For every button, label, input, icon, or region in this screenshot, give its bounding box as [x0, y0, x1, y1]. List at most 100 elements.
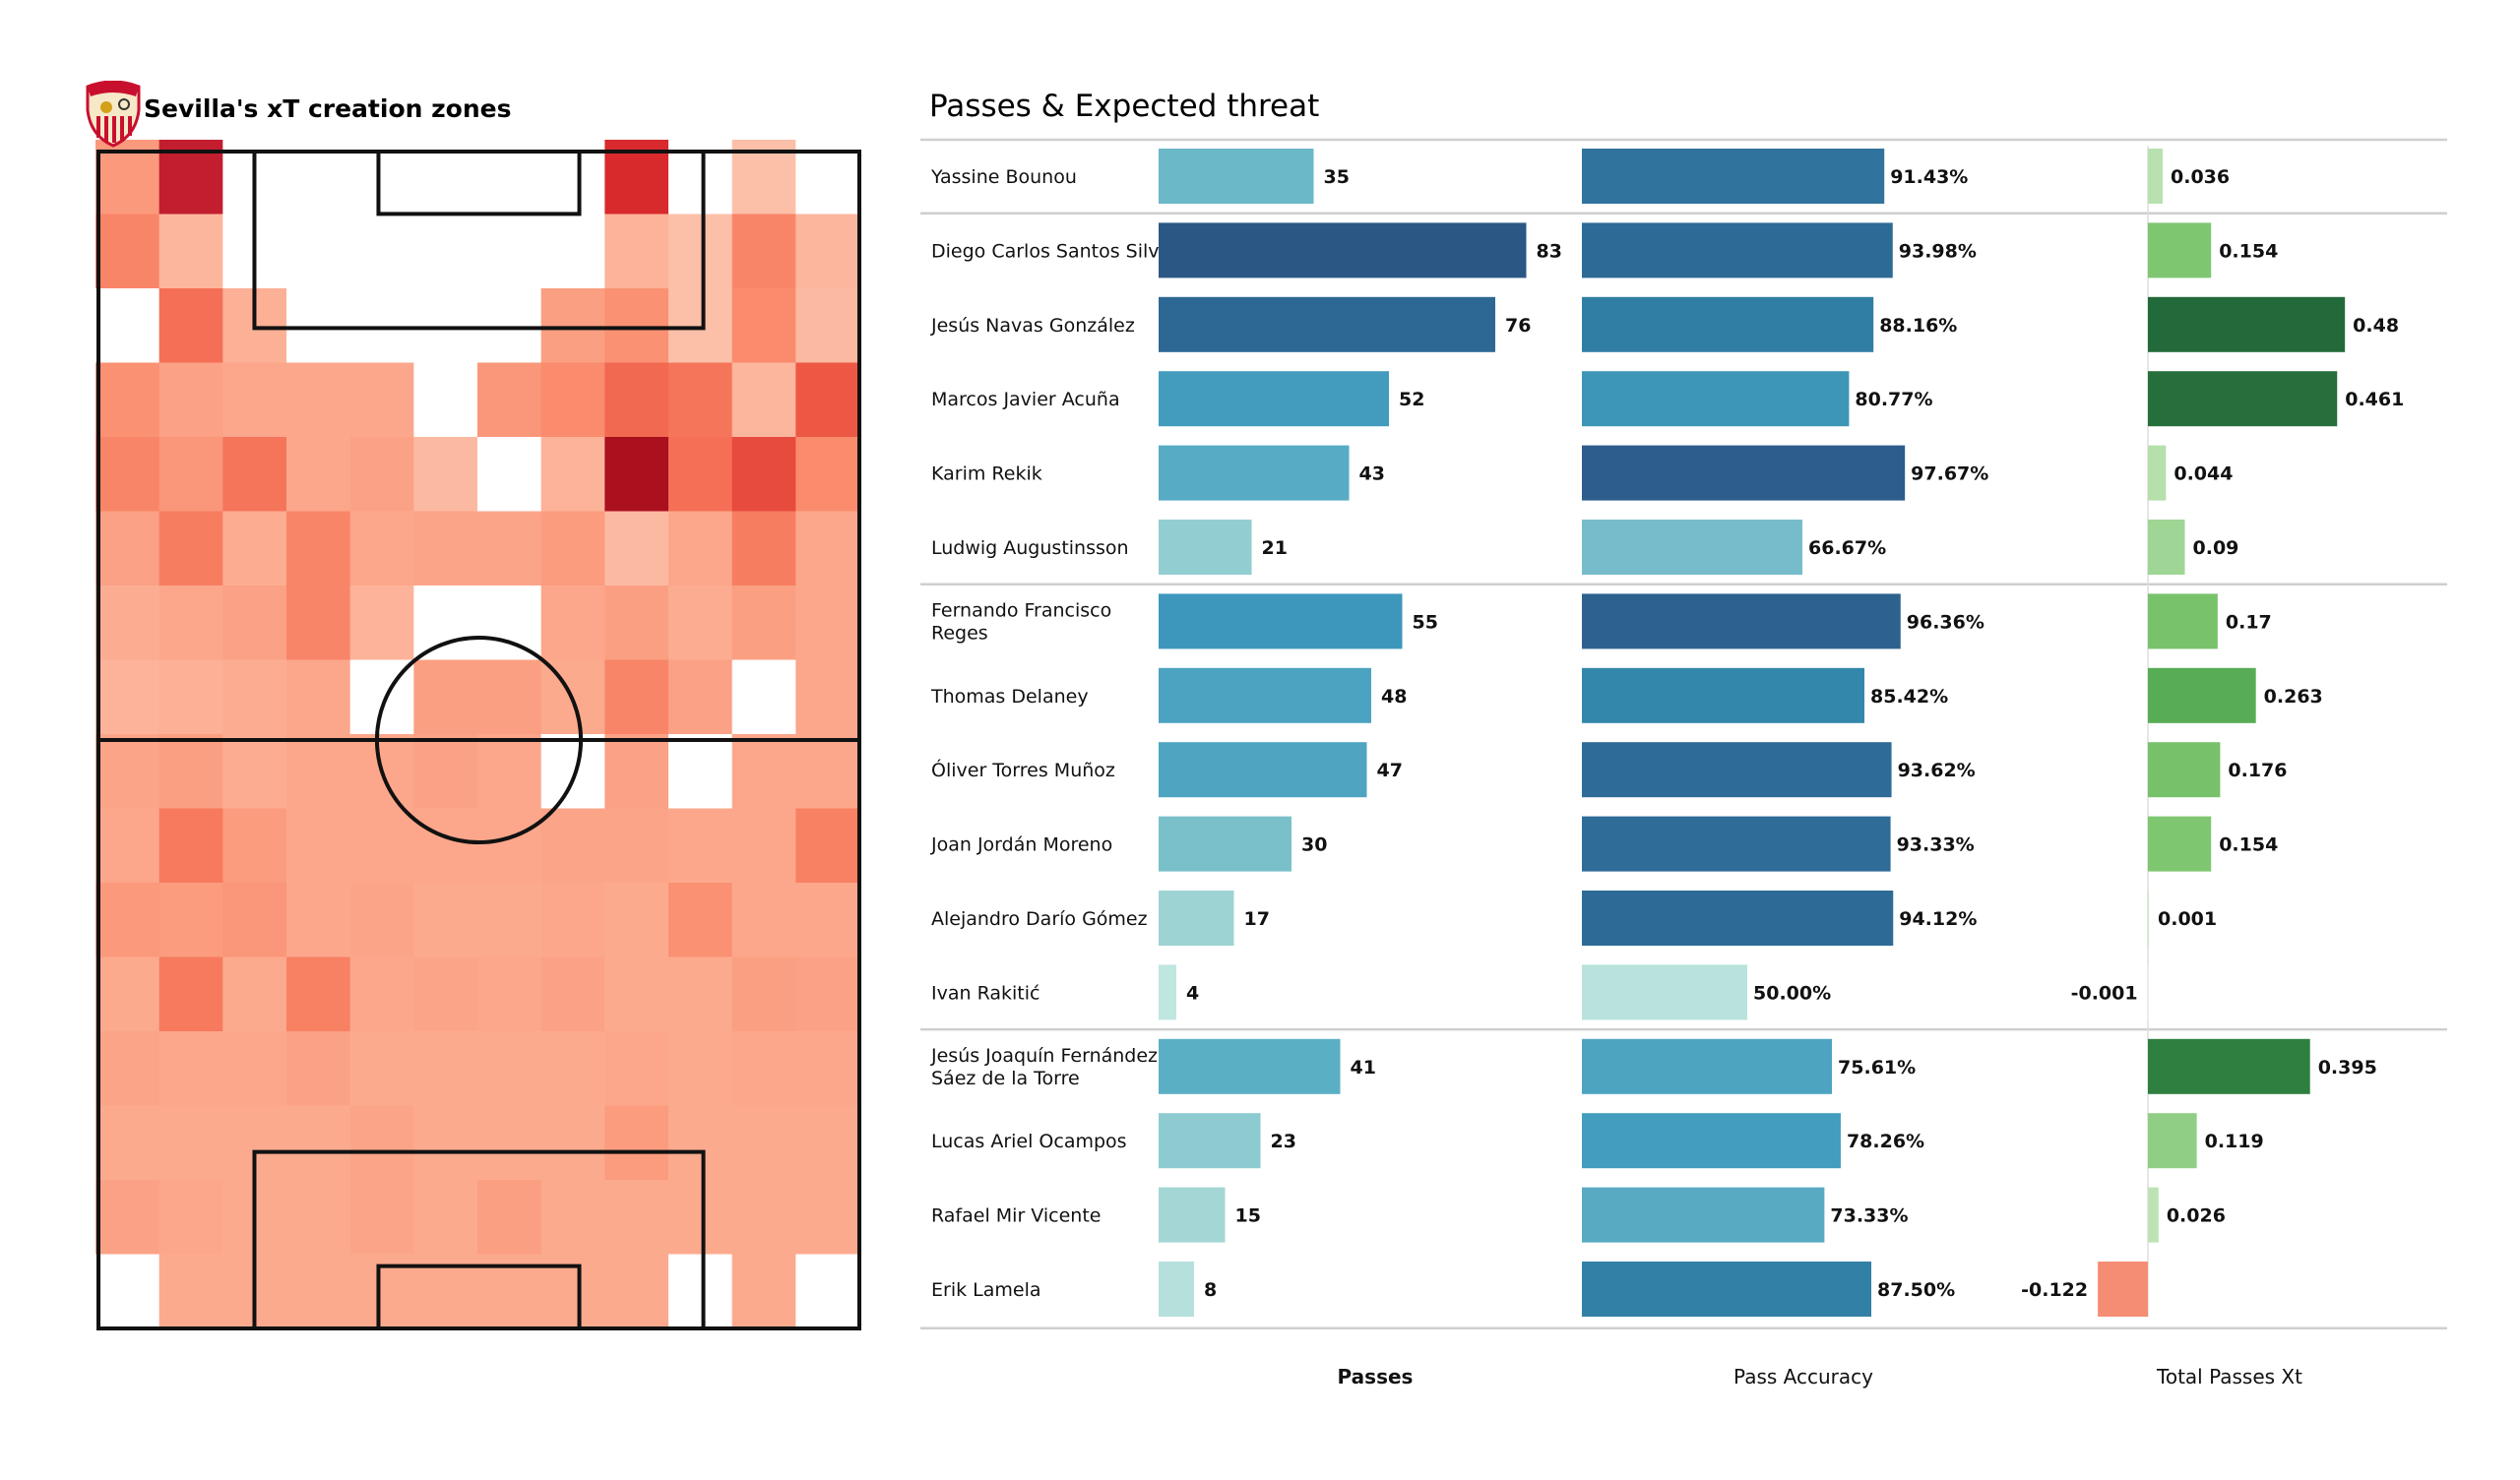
heatmap-cell [668, 437, 733, 513]
heatmap-cell [540, 288, 605, 364]
heatmap-cell [95, 1180, 160, 1256]
accuracy-bar [1582, 1113, 1841, 1169]
heatmap-cell [795, 734, 860, 810]
table-row: Erik Lamela 8 87.50% -0.122 [931, 1262, 2148, 1317]
accuracy-bar [1582, 667, 1865, 723]
player-name: Alejandro Darío Gómez [931, 908, 1148, 930]
accuracy-bar [1582, 964, 1747, 1020]
passes-bar [1159, 296, 1495, 352]
xt-value-label: 0.044 [2174, 463, 2233, 485]
accuracy-value-label: 96.36% [1907, 611, 1984, 633]
accuracy-bar [1582, 222, 1893, 278]
heatmap-cell [795, 1254, 860, 1329]
accuracy-value-label: 66.67% [1808, 537, 1886, 559]
heatmap-cell [349, 1031, 414, 1107]
heatmap-cell [349, 883, 414, 958]
xt-value-label: 0.263 [2264, 686, 2323, 708]
heatmap-cell [795, 288, 860, 364]
heatmap-cell [540, 214, 605, 289]
accuracy-bar [1582, 1262, 1871, 1317]
heatmap-cell [222, 586, 287, 661]
heatmap-cell [286, 288, 351, 364]
heatmap-cell [286, 883, 351, 958]
xt-bar [2148, 445, 2167, 501]
heatmap-cell [477, 288, 542, 364]
player-name: Joan Jordán Moreno [930, 834, 1112, 856]
heatmap-cell [668, 511, 733, 586]
heatmap-cell [158, 362, 223, 438]
heatmap-cell [731, 734, 796, 810]
heatmap-cell [413, 437, 478, 513]
accuracy-bar [1582, 816, 1891, 872]
heatmap-cell [222, 511, 287, 586]
passes-bar [1159, 1187, 1226, 1243]
heatmap-cell [222, 362, 287, 438]
heatmap-cell [604, 437, 669, 513]
passes-value-label: 21 [1262, 537, 1288, 559]
table-row: Jesús Joaquín Fernández Sáez de la Torre 4… [930, 1038, 2377, 1094]
heatmap-cell [604, 288, 669, 364]
heatmap-cell [540, 1180, 605, 1256]
heatmap-cell [795, 808, 860, 884]
heatmap-cell [668, 883, 733, 958]
heatmap-cell [604, 1254, 669, 1329]
heatmap-cell [349, 214, 414, 289]
heatmap-cell [95, 362, 160, 438]
accuracy-value-label: 75.61% [1838, 1057, 1916, 1079]
table-row: Joan Jordán Moreno 30 93.33% 0.154 [930, 816, 2278, 872]
passes-bar [1159, 445, 1350, 501]
accuracy-value-label: 94.12% [1899, 908, 1977, 930]
heatmap-cell [95, 437, 160, 513]
xt-value-label: 0.395 [2318, 1057, 2377, 1079]
heatmap-cell [731, 883, 796, 958]
sevilla-crest-icon [85, 80, 142, 148]
accuracy-value-label: 93.33% [1897, 834, 1975, 856]
heatmap-cell [795, 362, 860, 438]
passes-value-label: 15 [1235, 1205, 1261, 1227]
heatmap-cell [286, 1031, 351, 1107]
accuracy-value-label: 73.33% [1830, 1205, 1908, 1227]
heatmap-cell [286, 1254, 351, 1329]
heatmap-cell [795, 956, 860, 1032]
accuracy-bar [1582, 742, 1892, 798]
table-row: Rafael Mir Vicente 15 73.33% 0.026 [931, 1187, 2226, 1243]
heatmap-cell [158, 1031, 223, 1107]
table-row: Ludwig Augustinsson 21 66.67% 0.09 [931, 520, 2238, 575]
heatmap-cell [286, 734, 351, 810]
heatmap-cell [477, 437, 542, 513]
passes-value-label: 55 [1413, 611, 1438, 633]
heatmap-cell [477, 883, 542, 958]
heatmap-cell [668, 734, 733, 810]
passes-bar [1159, 149, 1314, 204]
passes-bar [1159, 891, 1234, 946]
passes-value-label: 83 [1537, 240, 1562, 262]
xt-value-label: -0.001 [2071, 982, 2138, 1004]
heatmap-cell [668, 1180, 733, 1256]
heatmap-cell [286, 808, 351, 884]
heatmap-cell [731, 214, 796, 289]
heatmap-cell [477, 214, 542, 289]
heatmap-cell [158, 214, 223, 289]
player-name: Jesús Navas González [930, 315, 1135, 337]
accuracy-value-label: 93.98% [1899, 240, 1977, 262]
accuracy-value-label: 50.00% [1753, 982, 1831, 1004]
heatmap-cell [477, 1105, 542, 1181]
heatmap-cell [668, 362, 733, 438]
heatmap-cell [413, 1180, 478, 1256]
heatmap-cell [222, 1031, 287, 1107]
heatmap-cell [477, 362, 542, 438]
passes-bar [1159, 371, 1389, 427]
heatmap-cell [604, 214, 669, 289]
heatmap-cell [158, 1254, 223, 1329]
heatmap-cell [795, 437, 860, 513]
heatmap-cell [731, 362, 796, 438]
accuracy-bar [1582, 296, 1874, 352]
passes-value-label: 43 [1359, 463, 1385, 485]
heatmap-cell [795, 1031, 860, 1107]
xt-value-label: 0.154 [2219, 834, 2278, 856]
table-row: Óliver Torres Muñoz 47 93.62% 0.176 [931, 742, 2288, 798]
heatmap-cell [731, 1105, 796, 1181]
heatmap-cell [795, 883, 860, 958]
xt-bar [2148, 816, 2212, 872]
xt-value-label: 0.09 [2193, 537, 2239, 559]
